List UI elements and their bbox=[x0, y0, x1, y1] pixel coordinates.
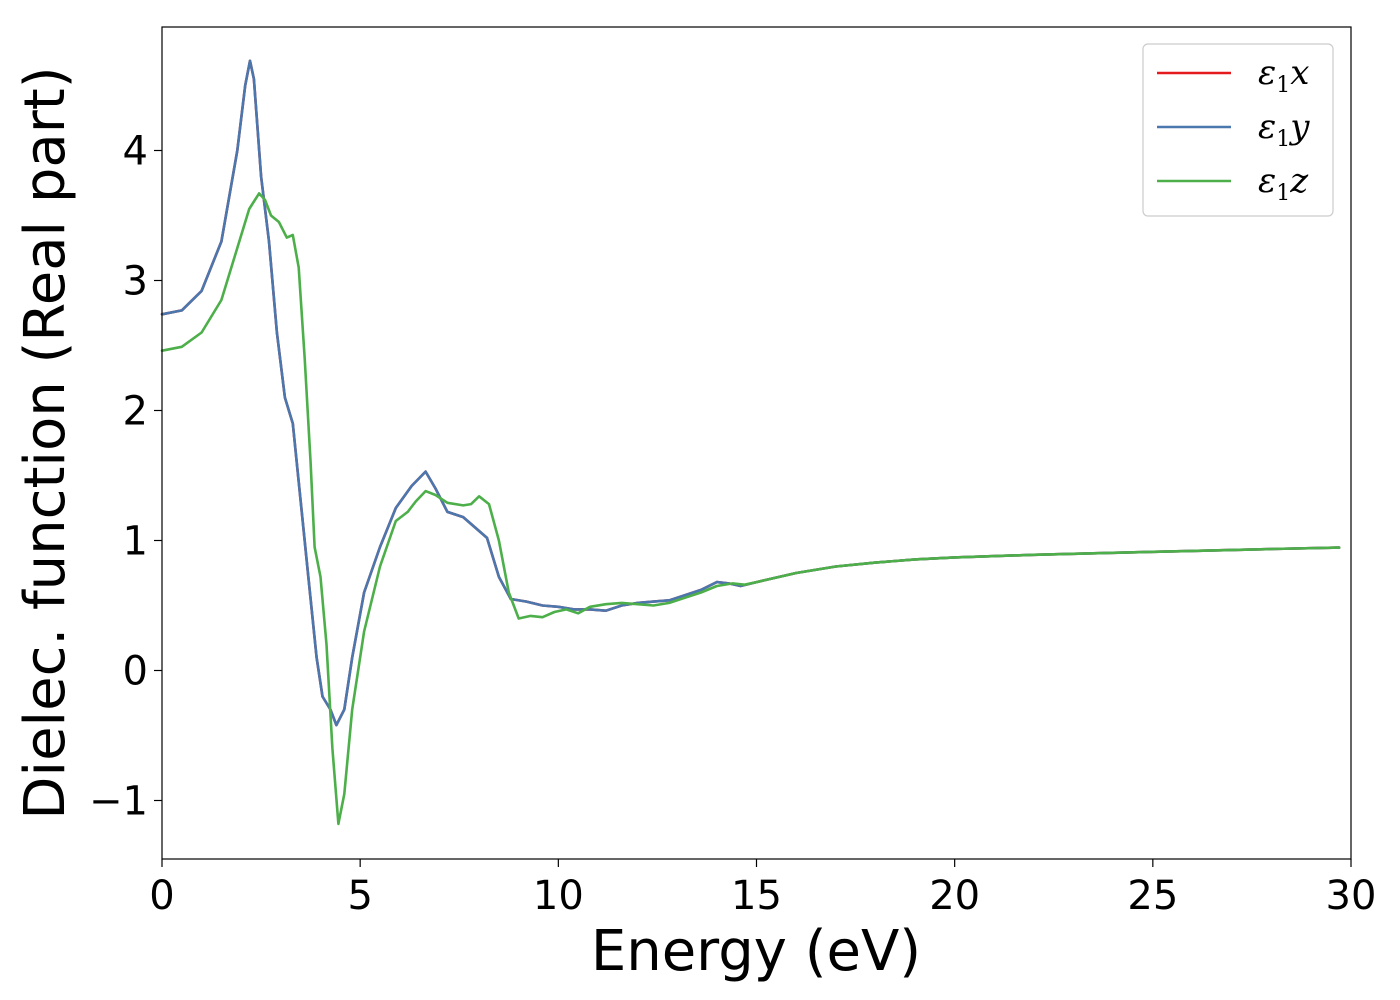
x-axis-title: Energy (eV) bbox=[591, 919, 921, 984]
legend-box bbox=[1142, 43, 1334, 217]
y-tick-label: 3 bbox=[123, 259, 148, 305]
y-tick-label: 2 bbox=[123, 389, 148, 435]
x-tick-label: 15 bbox=[731, 873, 782, 919]
x-tick-label: 25 bbox=[1127, 873, 1178, 919]
legend: ε1x ε1y ε1z bbox=[1142, 43, 1334, 217]
legend-label-x: ε1x bbox=[1258, 53, 1309, 98]
series-line-z bbox=[160, 192, 1341, 826]
legend-label-y: ε1y bbox=[1258, 107, 1310, 152]
x-tick-label: 20 bbox=[929, 873, 980, 919]
y-tick-label: −1 bbox=[89, 779, 148, 825]
x-tick-label: 5 bbox=[347, 873, 372, 919]
x-axis-ticks: 0 5 10 15 20 25 30 bbox=[149, 859, 1376, 919]
y-axis-title: Dielec. function (Real part) bbox=[13, 66, 78, 819]
y-tick-label: 1 bbox=[123, 519, 148, 565]
y-tick-label: 4 bbox=[123, 129, 148, 175]
x-tick-label: 10 bbox=[533, 873, 584, 919]
legend-label-z: ε1z bbox=[1258, 161, 1309, 206]
series-layer bbox=[160, 59, 1341, 826]
x-tick-label: 30 bbox=[1326, 873, 1377, 919]
y-tick-label: 0 bbox=[123, 649, 148, 695]
y-axis-ticks: −1 0 1 2 3 4 bbox=[89, 129, 162, 825]
x-tick-label: 0 bbox=[149, 873, 174, 919]
